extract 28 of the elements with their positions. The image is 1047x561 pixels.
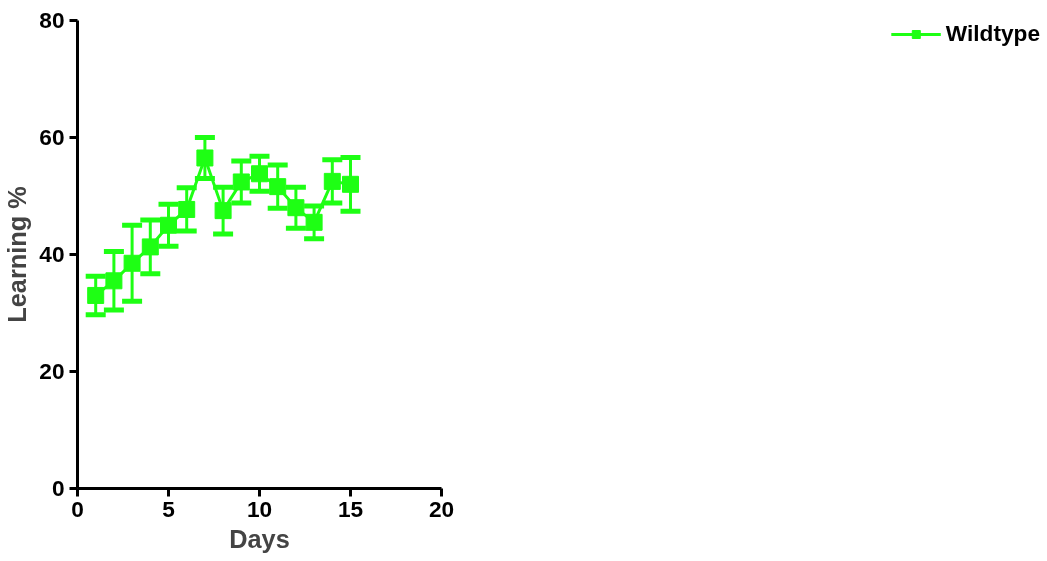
x-tick-label: 15 (337, 495, 364, 522)
y-tick-label: 20 (39, 358, 65, 384)
point (287, 199, 305, 217)
point (232, 173, 250, 191)
y-tick-label: 60 (39, 124, 65, 150)
point (105, 272, 123, 290)
point (160, 216, 177, 234)
x-tick-label: 0 (71, 495, 84, 522)
point (269, 178, 287, 196)
legend-label: Wildtype (945, 20, 1040, 47)
point (342, 175, 359, 193)
point (196, 149, 214, 167)
point (251, 165, 268, 183)
x-tick-label: 5 (162, 495, 175, 522)
y-axis-title: Learning % (3, 186, 32, 323)
point (123, 254, 141, 272)
point (214, 202, 232, 220)
point (323, 172, 341, 190)
point (87, 286, 105, 304)
y-tick-label: 0 (51, 475, 65, 501)
point (305, 213, 323, 231)
x-tick-label: 20 (428, 495, 455, 522)
y-tick-label: 40 (39, 241, 65, 267)
x-axis-title: Days (229, 524, 290, 553)
x-tick-label: 10 (246, 495, 273, 522)
point (141, 238, 159, 256)
point (178, 200, 196, 218)
y-tick-label: 80 (39, 7, 65, 33)
